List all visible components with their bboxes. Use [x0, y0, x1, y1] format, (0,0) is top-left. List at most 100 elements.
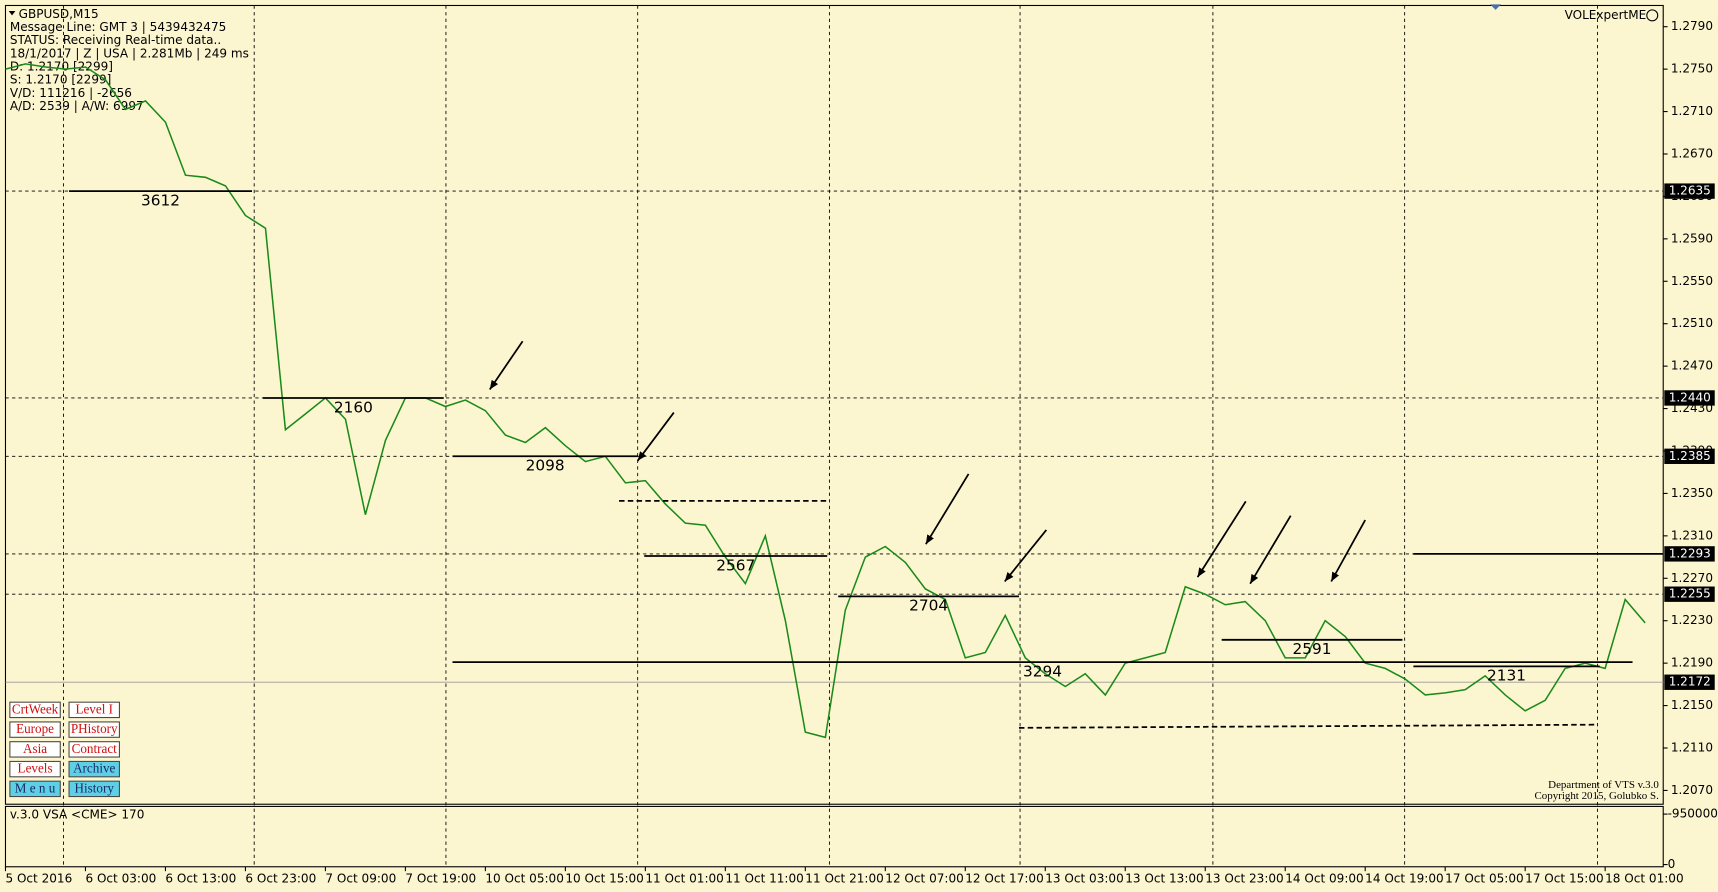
x-tick-label: 14 Oct 19:00 [1365, 871, 1443, 885]
price-marker [1664, 448, 1715, 464]
y-tick-label: 1.2190 [1671, 656, 1713, 670]
plot-frame [4, 4, 1664, 805]
y-tick-label: 1.2230 [1671, 613, 1713, 627]
price-marker [1664, 390, 1715, 406]
x-tick-label: 6 Oct 23:00 [245, 871, 316, 885]
button[interactable]: PHistory [68, 721, 120, 738]
x-tick-label: 7 Oct 19:00 [405, 871, 476, 885]
price-line [5, 63, 1646, 739]
shift-marker[interactable] [1490, 4, 1502, 10]
price-marker [1664, 183, 1715, 199]
price-marker [1664, 674, 1715, 690]
x-tick-label: 10 Oct 05:00 [485, 871, 563, 885]
button-bg [9, 721, 61, 738]
button-label: PHistory [71, 721, 118, 736]
x-tick-label: 17 Oct 05:00 [1445, 871, 1523, 885]
volume-label: 2131 [1487, 667, 1526, 685]
button[interactable]: History [68, 780, 120, 798]
arrow-head [1197, 567, 1206, 578]
y-tick-label: 1.2710 [1671, 104, 1713, 118]
button[interactable]: Level I [68, 701, 120, 719]
y-tick-label: 1.2510 [1671, 316, 1713, 330]
info-line: A/D: 2539 | A/W: 6997 [10, 99, 144, 114]
y-tick-label: 1.2310 [1671, 528, 1713, 542]
y-tick-label: 1.2750 [1671, 62, 1713, 76]
arrow-shaft [636, 412, 675, 462]
arrow-shaft [1004, 529, 1048, 583]
info-line: 18/1/2017 | Z | USA | 2.281Mb | 249 ms [10, 46, 249, 61]
arrow-shaft [1249, 515, 1292, 585]
x-tick-label: 13 Oct 03:00 [1045, 871, 1123, 885]
price-marker-label: 1.2255 [1669, 587, 1711, 601]
volume-label: 2567 [716, 556, 755, 574]
button[interactable]: M e n u [9, 780, 61, 798]
x-tick-label: 18 Oct 01:00 [1605, 871, 1683, 885]
x-tick-label: 11 Oct 11:00 [725, 871, 803, 885]
y-tick-label: 1.2270 [1671, 571, 1713, 585]
info-line: S: 1.2170 [2299] [10, 73, 112, 87]
info-line: Message Line: GMT 3 | 5439432475 [10, 20, 226, 35]
button-label: CrtWeek [12, 701, 59, 716]
button-bg [68, 741, 120, 758]
arrow-head [1004, 572, 1014, 582]
y-tick-label: 1.2150 [1671, 698, 1713, 712]
info-line: V/D: 111216 | -2656 [10, 86, 132, 101]
y-tick-label: 1.2590 [1671, 231, 1713, 245]
x-tick-label: 11 Oct 21:00 [805, 871, 883, 885]
sub-y-tick-label: 0 [1668, 857, 1676, 871]
x-tick-label: 12 Oct 17:00 [965, 871, 1043, 885]
y-tick-label: 1.2470 [1671, 359, 1713, 373]
price-marker-label: 1.2440 [1669, 390, 1711, 404]
volume-label: 2160 [334, 398, 373, 416]
y-tick-label: 1.2790 [1671, 19, 1713, 33]
menu-triangle[interactable] [8, 10, 16, 16]
price-marker-label: 1.2635 [1669, 184, 1711, 198]
price-marker-label: 1.2385 [1669, 449, 1711, 463]
arrow-head [925, 534, 934, 545]
button[interactable]: Europe [9, 721, 61, 738]
info-line: STATUS: Receiving Real-time data.. [10, 33, 221, 47]
volume-label: 2704 [909, 597, 948, 615]
x-tick-label: 13 Oct 23:00 [1205, 871, 1283, 885]
y-tick-label: 1.2350 [1671, 486, 1713, 500]
button[interactable]: Archive [68, 760, 120, 778]
arrow-shaft [489, 340, 524, 390]
price-marker [1664, 586, 1715, 602]
button-label: Levels [18, 761, 53, 776]
price-marker-label: 1.2172 [1669, 675, 1711, 689]
button-bg [68, 760, 120, 778]
x-tick-label: 6 Oct 13:00 [165, 871, 236, 885]
y-tick-label: 1.2670 [1671, 146, 1713, 160]
x-tick-label: 17 Oct 15:00 [1525, 871, 1603, 885]
subwindow-frame [4, 805, 1664, 868]
button-label: Contract [72, 741, 118, 756]
button-label: History [75, 780, 115, 795]
volume-label: 3612 [141, 191, 180, 209]
x-tick-label: 14 Oct 09:00 [1285, 871, 1363, 885]
volume-label: 2098 [526, 457, 565, 475]
button[interactable]: Levels [9, 760, 61, 778]
arrow-head [489, 379, 499, 390]
button-label: M e n u [15, 780, 56, 795]
price-marker-label: 1.2293 [1669, 546, 1711, 560]
info-line: D: 1.2170 [2299] [10, 59, 113, 73]
button-label: Europe [16, 721, 54, 736]
subwindow-title: v.3.0 VSA <CME> 170 [10, 808, 145, 822]
indicator-name: VOLExpertME [1565, 8, 1647, 22]
button-bg [68, 701, 120, 719]
button-label: Asia [23, 741, 47, 756]
button[interactable]: CrtWeek [9, 701, 61, 719]
x-tick-label: 13 Oct 13:00 [1125, 871, 1203, 885]
x-tick-label: 10 Oct 15:00 [565, 871, 643, 885]
chart-title: GBPUSD,M15 [19, 7, 99, 21]
x-tick-label: 11 Oct 01:00 [645, 871, 723, 885]
button[interactable]: Contract [68, 741, 120, 758]
volume-label: 2591 [1293, 640, 1332, 658]
button-bg [9, 701, 61, 719]
arrow-shaft [1196, 500, 1247, 578]
button[interactable]: Asia [9, 741, 61, 758]
x-tick-label: 12 Oct 07:00 [885, 871, 963, 885]
button-bg [9, 760, 61, 778]
arrow-shaft [1330, 519, 1366, 582]
